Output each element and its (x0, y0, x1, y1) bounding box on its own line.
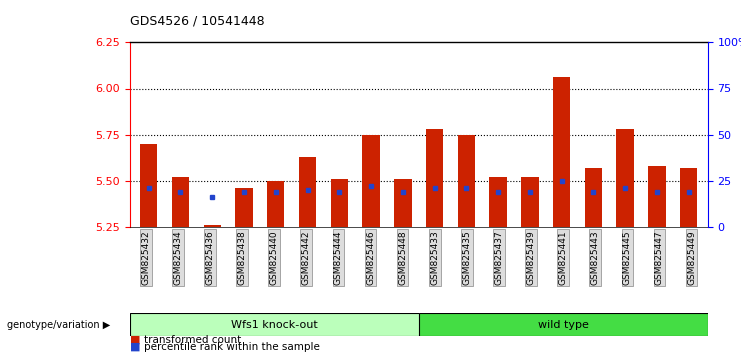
Bar (521, 177, 539, 227)
Text: GSM825434: GSM825434 (173, 230, 182, 285)
Bar (299, 156, 316, 227)
Text: GDS4526 / 10541448: GDS4526 / 10541448 (130, 14, 265, 27)
Text: ■: ■ (130, 342, 140, 352)
Bar (553, 78, 571, 227)
Bar (362, 135, 379, 227)
Bar (489, 177, 507, 227)
Bar (204, 225, 221, 227)
Text: percentile rank within the sample: percentile rank within the sample (144, 342, 320, 352)
Bar (680, 168, 697, 227)
Text: wild type: wild type (538, 320, 588, 330)
Text: GSM825433: GSM825433 (431, 230, 439, 285)
Text: GSM825447: GSM825447 (655, 230, 664, 285)
Bar (426, 129, 443, 227)
Text: GSM825443: GSM825443 (591, 230, 599, 285)
Bar (585, 168, 602, 227)
Bar (330, 179, 348, 227)
Text: GSM825436: GSM825436 (205, 230, 214, 285)
Text: GSM825440: GSM825440 (270, 230, 279, 285)
Bar (394, 179, 411, 227)
Text: GSM825444: GSM825444 (334, 230, 343, 285)
Text: GSM825435: GSM825435 (462, 230, 471, 285)
Text: GSM825438: GSM825438 (238, 230, 247, 285)
Bar (457, 135, 475, 227)
Text: ■: ■ (130, 335, 140, 345)
Bar (267, 181, 285, 227)
Text: GSM825445: GSM825445 (623, 230, 632, 285)
Bar (617, 129, 634, 227)
Text: GSM825446: GSM825446 (366, 230, 375, 285)
Bar (648, 166, 665, 227)
Text: GSM825437: GSM825437 (494, 230, 503, 285)
Bar (140, 144, 157, 227)
Text: genotype/variation ▶: genotype/variation ▶ (7, 320, 110, 330)
Text: GSM825442: GSM825442 (302, 230, 310, 285)
Text: GSM825432: GSM825432 (142, 230, 150, 285)
Text: Wfs1 knock-out: Wfs1 knock-out (230, 320, 318, 330)
Bar (172, 177, 189, 227)
Bar (235, 188, 253, 227)
Text: GSM825448: GSM825448 (398, 230, 407, 285)
Text: GSM825441: GSM825441 (559, 230, 568, 285)
Text: GSM825439: GSM825439 (527, 230, 536, 285)
Text: GSM825449: GSM825449 (687, 230, 696, 285)
Text: transformed count: transformed count (144, 335, 242, 345)
